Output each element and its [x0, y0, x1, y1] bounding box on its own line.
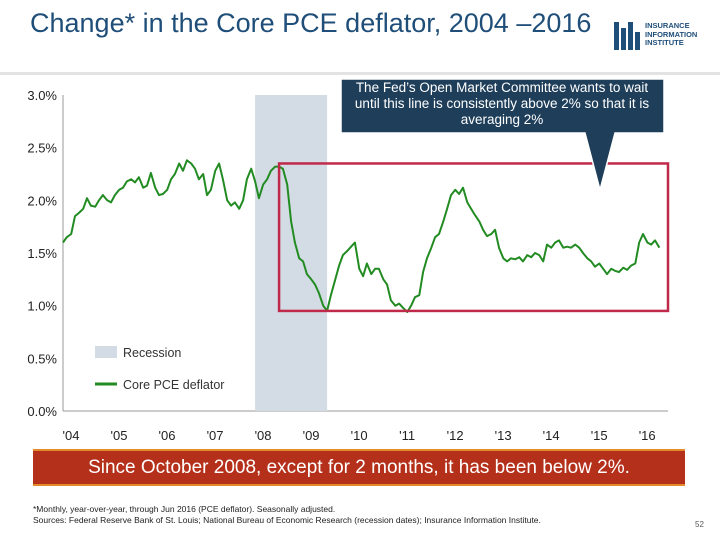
x-tick-label: '07 [207, 428, 224, 443]
legend: Recession Core PCE deflator [95, 346, 224, 392]
footnote-line-1: *Monthly, year-over-year, through Jun 20… [33, 504, 336, 514]
y-tick-label: 0.5% [27, 351, 57, 366]
x-tick-label: '08 [255, 428, 272, 443]
chart-gridlines [62, 95, 668, 412]
institute-logo-icon [614, 22, 640, 50]
y-tick-label: 2.5% [27, 141, 57, 156]
y-tick-label: 3.0% [27, 88, 57, 103]
footnote-line-2: Sources: Federal Reserve Bank of St. Lou… [33, 515, 541, 525]
core-pce-line [62, 159, 661, 313]
footnote: *Monthly, year-over-year, through Jun 20… [33, 504, 693, 526]
chart-title: Change* in the Core PCE deflator, 2004 –… [30, 8, 592, 38]
logo-line-3: INSTITUTE [645, 38, 684, 47]
legend-recession-swatch [95, 346, 117, 358]
x-tick-label: '11 [399, 428, 415, 443]
below-2-percent-box [277, 162, 670, 313]
y-tick-label: 1.0% [27, 299, 57, 314]
series-layer [62, 159, 661, 313]
logo-text: INSURANCE INFORMATION INSTITUTE [645, 21, 715, 48]
logo-line-1: INSURANCE [645, 21, 690, 30]
x-tick-label: '16 [639, 428, 656, 443]
x-tick-label: '06 [159, 428, 176, 443]
y-tick-label: 0.0% [27, 404, 57, 419]
legend-recession-label: Recession [123, 346, 181, 360]
page-number: 52 [695, 520, 704, 529]
x-axis-ticks: '04 '05 '06 '07 '08 '09 '10 '11 '12 '13 '14 '15 '16 [63, 428, 656, 443]
x-tick-label: '10 [351, 428, 368, 443]
x-tick-label: '12 [447, 428, 464, 443]
takeaway-banner: Since October 2008, except for 2 months,… [33, 449, 685, 486]
legend-line-label: Core PCE deflator [123, 378, 224, 392]
logo-line-2: INFORMATION [645, 29, 698, 39]
highlight-box-layer [277, 162, 670, 313]
y-tick-label: 2.0% [27, 193, 57, 208]
fed-callout-text: The Fed’s Open Market Committee wants to… [354, 80, 650, 127]
x-tick-label: '05 [111, 428, 128, 443]
recession-layer [255, 95, 328, 411]
callout-layer [340, 78, 665, 193]
y-axis-ticks: 0.0% 0.5% 1.0% 1.5% 2.0% 2.5% 3.0% [27, 88, 57, 419]
recession-band [255, 95, 328, 411]
callout-bubble [340, 78, 665, 193]
x-tick-label: '04 [63, 428, 80, 443]
x-tick-label: '14 [543, 428, 560, 443]
header-divider [0, 72, 720, 75]
x-tick-label: '15 [591, 428, 608, 443]
x-tick-label: '13 [495, 428, 512, 443]
y-tick-label: 1.5% [27, 246, 57, 261]
x-tick-label: '09 [303, 428, 320, 443]
